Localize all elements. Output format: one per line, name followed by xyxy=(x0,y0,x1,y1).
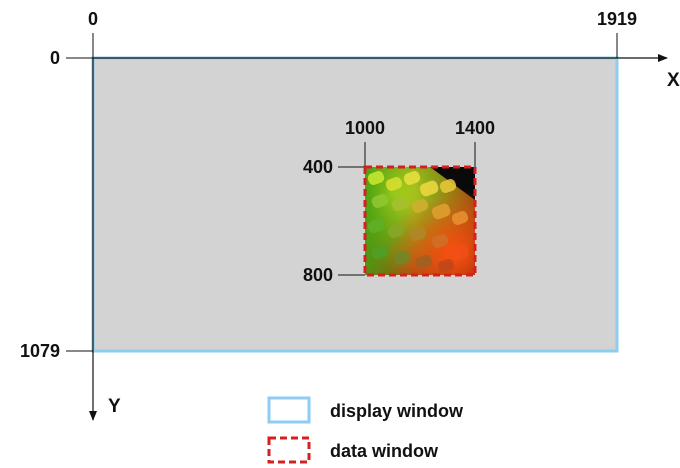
display-window xyxy=(91,56,619,353)
display-x-max-label: 1919 xyxy=(597,9,637,29)
x-axis-label: X xyxy=(667,70,680,91)
legend: display window data window xyxy=(267,396,464,464)
display-y-max-label: 1079 xyxy=(20,341,60,361)
legend-data-window-label: data window xyxy=(330,441,439,461)
display-y-min-label: 0 xyxy=(50,48,60,68)
data-y-max-label: 800 xyxy=(303,265,333,285)
y-axis-label: Y xyxy=(108,396,121,417)
legend-display-window-label: display window xyxy=(330,401,464,421)
data-x-min-label: 1000 xyxy=(345,118,385,138)
legend-display-window-swatch xyxy=(267,396,311,424)
data-window xyxy=(363,165,477,277)
data-window-image xyxy=(365,167,475,275)
legend-data-window-swatch xyxy=(267,436,311,464)
display-x-min-label: 0 xyxy=(88,9,98,29)
data-x-max-label: 1400 xyxy=(455,118,495,138)
data-y-min-label: 400 xyxy=(303,157,333,177)
